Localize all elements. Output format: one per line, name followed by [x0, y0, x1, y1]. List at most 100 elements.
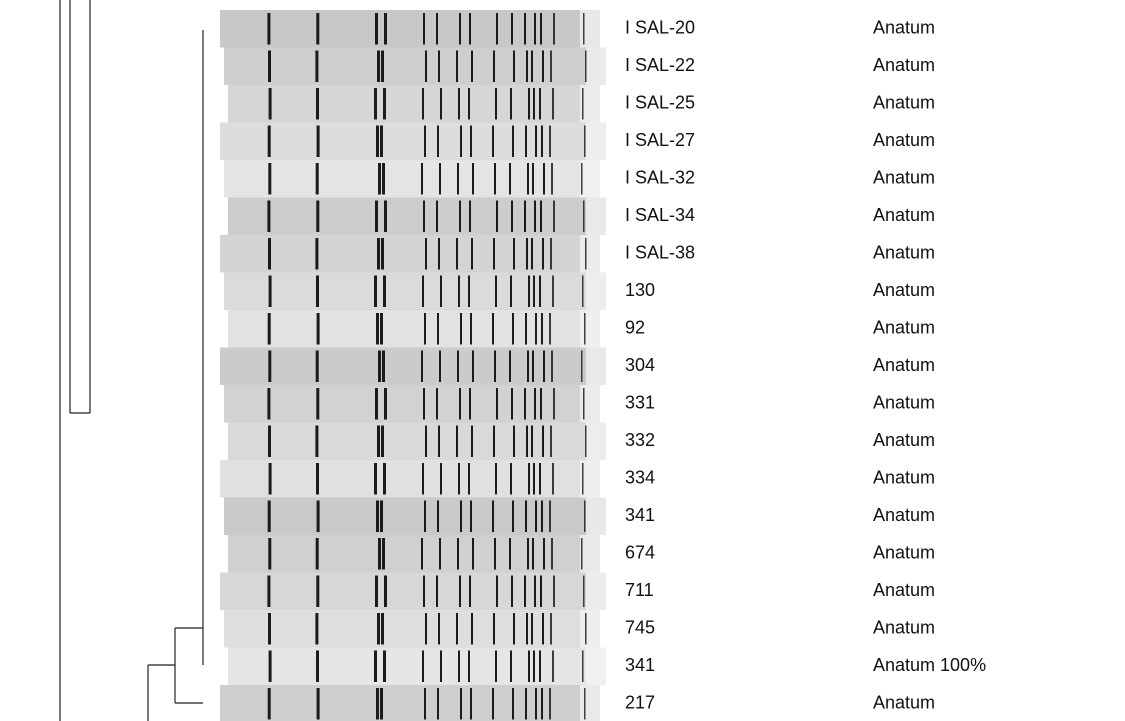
- gel-band: [535, 126, 537, 158]
- gel-band: [513, 51, 515, 83]
- gel-band: [541, 126, 543, 158]
- gel-band: [269, 88, 272, 120]
- gel-band: [457, 351, 459, 383]
- gel-lane-fade: [580, 160, 600, 198]
- gel-band: [383, 651, 386, 683]
- gel-band: [524, 13, 526, 45]
- gel-band: [584, 126, 586, 158]
- gel-band: [268, 351, 271, 383]
- gel-band: [376, 313, 379, 345]
- gel-band: [534, 388, 536, 420]
- gel-band: [315, 426, 318, 458]
- gel-lane-fade: [580, 685, 600, 721]
- gel-band: [267, 576, 270, 608]
- gel-band: [439, 163, 441, 195]
- isolate-label: I SAL-32: [625, 168, 695, 188]
- gel-band: [531, 613, 533, 645]
- gel-band: [510, 88, 512, 120]
- gel-band: [551, 163, 553, 195]
- gel-band: [458, 88, 460, 120]
- gel-band: [470, 688, 472, 720]
- gel-band: [438, 51, 440, 83]
- gel-band: [268, 426, 271, 458]
- gel-lane-fade: [580, 310, 600, 348]
- gel-band: [456, 238, 458, 270]
- gel-band: [316, 13, 319, 45]
- isolate-label: I SAL-34: [625, 205, 695, 225]
- gel-band: [533, 88, 535, 120]
- gel-band: [550, 613, 552, 645]
- gel-band: [535, 313, 537, 345]
- gel-band: [525, 313, 527, 345]
- gel-band: [533, 276, 535, 308]
- gel-band: [375, 388, 378, 420]
- gel-band: [381, 613, 384, 645]
- gel-band: [436, 576, 438, 608]
- gel-band: [268, 238, 271, 270]
- serotype-label: Anatum: [873, 243, 935, 263]
- isolate-label: 217: [625, 693, 655, 713]
- gel-lane-fade: [586, 573, 606, 611]
- gel-band: [377, 426, 380, 458]
- gel-band: [458, 276, 460, 308]
- gel-band: [424, 688, 426, 720]
- gel-band: [437, 313, 439, 345]
- gel-band: [511, 388, 513, 420]
- gel-lane: [220, 10, 600, 48]
- gel-band: [382, 163, 385, 195]
- isolate-label: 334: [625, 468, 655, 488]
- gel-band: [495, 276, 497, 308]
- isolate-label: I SAL-25: [625, 93, 695, 113]
- gel-band: [527, 538, 529, 570]
- gel-band: [376, 126, 379, 158]
- gel-band: [582, 276, 584, 308]
- gel-band: [492, 501, 494, 533]
- gel-band: [525, 126, 527, 158]
- gel-band: [374, 88, 377, 120]
- isolate-label: I SAL-22: [625, 55, 695, 75]
- gel-band: [472, 351, 474, 383]
- gel-band: [540, 388, 542, 420]
- gel-band: [459, 388, 461, 420]
- gel-band: [468, 276, 470, 308]
- gel-band: [268, 501, 271, 533]
- gel-band: [512, 126, 514, 158]
- gel-band: [380, 688, 383, 720]
- gel-band: [513, 238, 515, 270]
- gel-band: [472, 538, 474, 570]
- gel-band: [316, 538, 319, 570]
- gel-band: [437, 688, 439, 720]
- serotype-label: Anatum: [873, 505, 935, 525]
- gel-band: [541, 313, 543, 345]
- isolate-label: 304: [625, 355, 655, 375]
- gel-band: [528, 88, 530, 120]
- gel-band: [526, 238, 528, 270]
- gel-band: [542, 426, 544, 458]
- gel-band: [510, 651, 512, 683]
- gel-band: [550, 238, 552, 270]
- gel-band: [581, 351, 583, 383]
- gel-band: [457, 538, 459, 570]
- gel-band: [469, 576, 471, 608]
- gel-lane-fade: [586, 198, 606, 236]
- isolate-label: 711: [625, 580, 654, 600]
- gel-band: [424, 501, 426, 533]
- gel-band: [384, 201, 387, 233]
- gel-band: [584, 501, 586, 533]
- isolate-label: 332: [625, 430, 655, 450]
- gel-band: [377, 613, 380, 645]
- gel-band: [438, 426, 440, 458]
- gel-band: [380, 501, 383, 533]
- gel-band: [438, 613, 440, 645]
- gel-band: [493, 613, 495, 645]
- isolate-label: 130: [625, 280, 655, 300]
- gel-band: [316, 276, 319, 308]
- isolate-label: 341: [625, 505, 655, 525]
- gel-band: [539, 276, 541, 308]
- gel-band: [551, 538, 553, 570]
- gel-band: [471, 426, 473, 458]
- gel-band: [511, 13, 513, 45]
- pfge-dendrogram: I SAL-20AnatumI SAL-22AnatumI SAL-25Anat…: [0, 0, 1125, 721]
- gel-band: [460, 313, 462, 345]
- gel-band: [423, 201, 425, 233]
